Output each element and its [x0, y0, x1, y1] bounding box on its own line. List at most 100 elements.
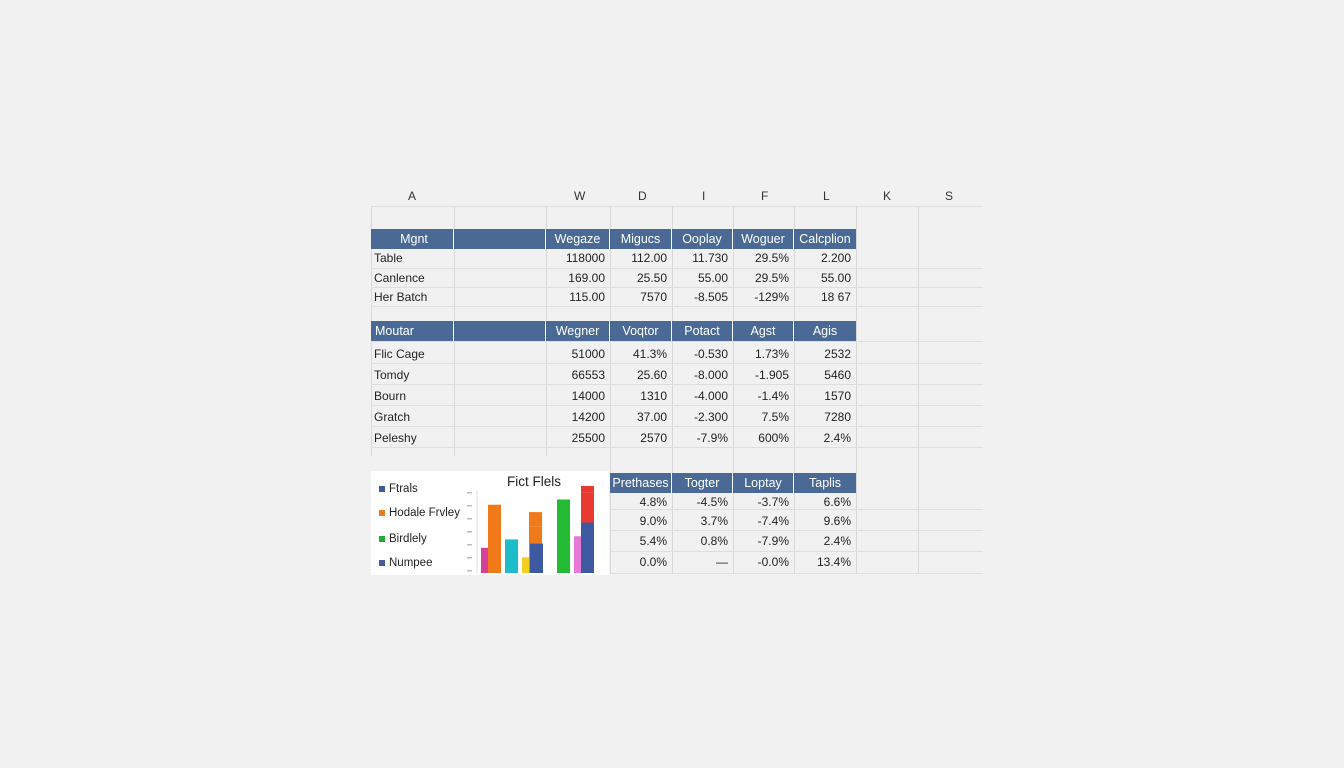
data-cell[interactable]: 1.73% — [754, 347, 789, 361]
data-cell[interactable]: -0.0% — [757, 555, 789, 569]
column-header[interactable]: D — [638, 189, 647, 203]
column-header[interactable]: I — [702, 189, 706, 203]
chart-bar — [481, 547, 488, 573]
data-cell[interactable]: 1310 — [640, 389, 667, 403]
data-cell[interactable]: — — [716, 555, 728, 569]
axis-tick — [467, 531, 472, 533]
data-cell[interactable]: 3.7% — [700, 514, 728, 528]
data-cell[interactable]: 118000 — [565, 251, 605, 265]
data-cell[interactable]: 0.8% — [700, 534, 728, 548]
data-cell[interactable]: 25.50 — [636, 271, 667, 285]
data-cell[interactable]: 66553 — [571, 368, 605, 382]
row-label-cell[interactable]: Bourn — [374, 389, 407, 403]
data-cell[interactable]: 9.0% — [639, 514, 667, 528]
legend-swatch — [379, 509, 385, 516]
table2-header-cell[interactable]: Wegner — [546, 321, 610, 341]
table3-header-cell[interactable]: Prethases — [610, 473, 672, 493]
data-cell[interactable]: -3.7% — [757, 495, 789, 509]
data-cell[interactable]: 0.0% — [639, 555, 667, 569]
row-label-cell[interactable]: Flic Cage — [374, 347, 425, 361]
legend-swatch — [379, 559, 385, 566]
data-cell[interactable]: -7.9% — [696, 431, 728, 445]
data-cell[interactable]: 13.4% — [816, 555, 851, 569]
table1-header-cell[interactable]: Woguer — [733, 229, 794, 249]
data-cell[interactable]: -8.000 — [693, 368, 728, 382]
table3-header-cell[interactable]: Loptay — [733, 473, 794, 493]
table1-header-cell[interactable]: Wegaze — [546, 229, 610, 249]
axis-tick — [467, 518, 472, 520]
data-cell[interactable]: -4.5% — [696, 495, 728, 509]
data-cell[interactable]: 37.00 — [636, 410, 667, 424]
table3-header-cell[interactable]: Taplis — [809, 476, 841, 490]
table1-header-cell[interactable] — [454, 229, 546, 249]
data-cell[interactable]: -129% — [754, 290, 789, 304]
row-label-cell[interactable]: Tomdy — [374, 368, 410, 382]
data-cell[interactable]: 1570 — [824, 389, 851, 403]
column-header[interactable]: F — [761, 189, 769, 203]
data-cell[interactable]: 6.6% — [823, 495, 851, 509]
row-label-cell[interactable]: Table — [374, 251, 403, 265]
axis-tick — [467, 544, 472, 546]
data-cell[interactable]: 11.730 — [692, 251, 728, 265]
data-cell[interactable]: 600% — [758, 431, 789, 445]
table1-header-cell[interactable]: Ooplay — [672, 229, 733, 249]
data-cell[interactable]: 112.00 — [631, 251, 667, 265]
table1-header-cell[interactable]: Migucs — [610, 229, 672, 249]
table2-header-cell[interactable]: Moutar — [371, 321, 454, 341]
table2-header-cell[interactable]: Potact — [672, 321, 733, 341]
data-cell[interactable]: 55.00 — [697, 271, 728, 285]
row-label-cell[interactable]: Gratch — [374, 410, 411, 424]
data-cell[interactable]: 9.6% — [823, 514, 851, 528]
data-cell[interactable]: -8.505 — [693, 290, 728, 304]
data-cell[interactable]: 4.8% — [639, 495, 667, 509]
table2-header-cell[interactable] — [454, 321, 546, 341]
data-cell[interactable]: 29.5% — [754, 251, 789, 265]
legend-item: Numpee — [379, 557, 432, 569]
table1-header-cell[interactable]: Calcplion — [799, 232, 851, 246]
data-cell[interactable]: 14200 — [571, 410, 605, 424]
table1-header-cell[interactable]: Mgnt — [371, 229, 454, 249]
row-label-cell[interactable]: Her Batch — [374, 290, 428, 304]
data-cell[interactable]: 2570 — [640, 431, 667, 445]
legend-label: Numpee — [389, 557, 433, 569]
data-cell[interactable]: 29.5% — [754, 271, 789, 285]
data-cell[interactable]: -0.530 — [693, 347, 728, 361]
data-cell[interactable]: 7.5% — [761, 410, 789, 424]
column-header[interactable]: L — [823, 189, 830, 203]
row-label-cell[interactable]: Peleshy — [374, 431, 417, 445]
data-cell[interactable]: 51000 — [571, 347, 605, 361]
data-cell[interactable]: 115.00 — [569, 290, 605, 304]
data-cell[interactable]: -4.000 — [693, 389, 728, 403]
data-cell[interactable]: -1.4% — [757, 389, 789, 403]
data-cell[interactable]: 18 67 — [820, 290, 851, 304]
data-cell[interactable]: 169.00 — [568, 271, 605, 285]
data-cell[interactable]: 41.3% — [632, 347, 667, 361]
data-cell[interactable]: -2.300 — [693, 410, 728, 424]
data-cell[interactable]: -7.4% — [757, 514, 789, 528]
table2-header-cell[interactable]: Agis — [812, 324, 838, 338]
data-cell[interactable]: -7.9% — [757, 534, 789, 548]
data-cell[interactable]: 25.60 — [636, 368, 667, 382]
table2-header-cell[interactable]: Agst — [733, 321, 794, 341]
data-cell[interactable]: 55.00 — [820, 271, 851, 285]
column-header[interactable]: A — [408, 189, 417, 203]
data-cell[interactable]: 2.200 — [820, 251, 851, 265]
row-label-cell[interactable]: Canlence — [374, 271, 425, 285]
column-header[interactable]: K — [883, 189, 892, 203]
table2-header-cell[interactable]: Voqtor — [610, 321, 672, 341]
data-cell[interactable]: 25500 — [571, 431, 605, 445]
data-cell[interactable]: 5.4% — [639, 534, 667, 548]
table3-header-cell[interactable]: Togter — [672, 473, 733, 493]
column-header[interactable]: W — [574, 189, 586, 203]
data-cell[interactable]: 2.4% — [823, 534, 851, 548]
data-cell[interactable]: 2532 — [824, 347, 851, 361]
column-header[interactable]: S — [945, 189, 954, 203]
data-cell[interactable]: 2.4% — [823, 431, 851, 445]
data-cell[interactable]: -1.905 — [754, 368, 789, 382]
chart-bar — [530, 543, 543, 573]
data-cell[interactable]: 7280 — [824, 410, 851, 424]
column-headers: A W D I F L K S — [371, 186, 983, 206]
data-cell[interactable]: 7570 — [640, 290, 667, 304]
data-cell[interactable]: 5460 — [824, 368, 851, 382]
data-cell[interactable]: 14000 — [571, 389, 605, 403]
